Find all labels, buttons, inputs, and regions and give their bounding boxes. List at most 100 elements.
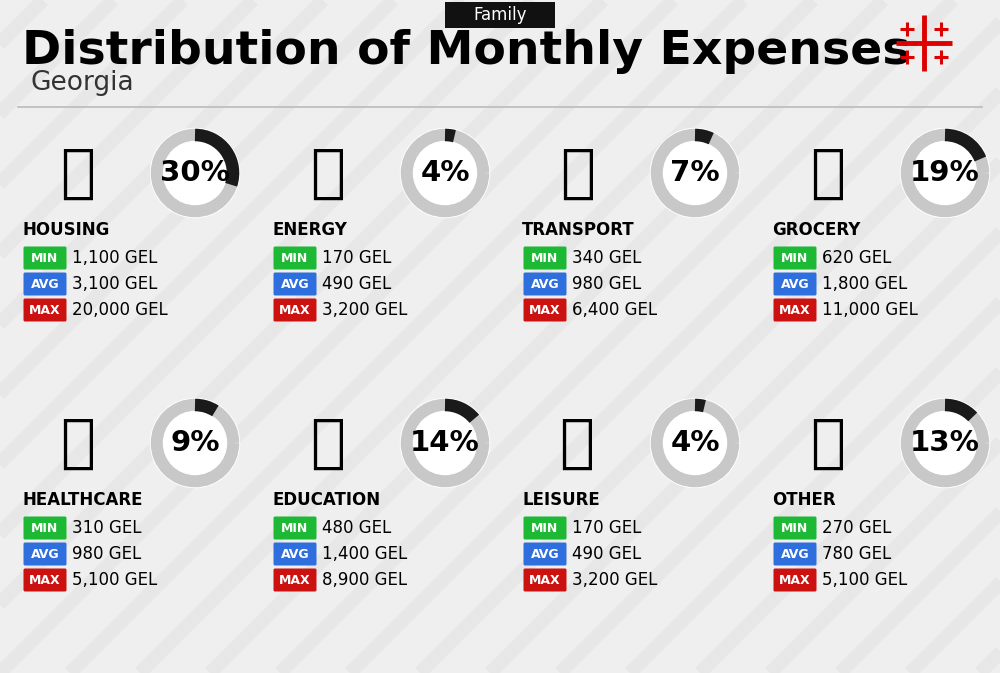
Circle shape <box>164 141 226 205</box>
Text: 980 GEL: 980 GEL <box>572 275 641 293</box>
Text: 19%: 19% <box>910 159 980 187</box>
Text: 170 GEL: 170 GEL <box>322 249 391 267</box>
FancyBboxPatch shape <box>274 542 316 565</box>
Text: 5,100 GEL: 5,100 GEL <box>72 571 157 589</box>
Text: AVG: AVG <box>531 548 559 561</box>
Circle shape <box>900 398 990 487</box>
Text: TRANSPORT: TRANSPORT <box>522 221 635 239</box>
Text: 5,100 GEL: 5,100 GEL <box>822 571 907 589</box>
Text: 270 GEL: 270 GEL <box>822 519 891 537</box>
Circle shape <box>400 129 490 217</box>
Circle shape <box>650 129 740 217</box>
Text: MIN: MIN <box>281 522 309 534</box>
Text: AVG: AVG <box>31 277 59 291</box>
Text: 🎓: 🎓 <box>310 415 346 472</box>
Text: 7%: 7% <box>670 159 720 187</box>
FancyBboxPatch shape <box>24 299 66 322</box>
FancyBboxPatch shape <box>274 569 316 592</box>
Text: 490 GEL: 490 GEL <box>322 275 391 293</box>
Text: 1,400 GEL: 1,400 GEL <box>322 545 407 563</box>
FancyBboxPatch shape <box>524 516 566 540</box>
Circle shape <box>664 141 726 205</box>
Text: GROCERY: GROCERY <box>772 221 860 239</box>
FancyBboxPatch shape <box>524 273 566 295</box>
FancyBboxPatch shape <box>24 246 66 269</box>
Circle shape <box>650 398 740 487</box>
Text: MIN: MIN <box>781 252 809 264</box>
Text: 490 GEL: 490 GEL <box>572 545 641 563</box>
Circle shape <box>914 141 976 205</box>
Text: 1,100 GEL: 1,100 GEL <box>72 249 157 267</box>
FancyBboxPatch shape <box>774 273 816 295</box>
Text: 🛍️: 🛍️ <box>560 415 596 472</box>
Text: 8,900 GEL: 8,900 GEL <box>322 571 407 589</box>
Text: MAX: MAX <box>29 573 61 586</box>
Text: MAX: MAX <box>779 573 811 586</box>
Text: Family: Family <box>473 6 527 24</box>
Text: 🛒: 🛒 <box>810 145 846 201</box>
FancyBboxPatch shape <box>24 542 66 565</box>
Text: AVG: AVG <box>531 277 559 291</box>
Text: MAX: MAX <box>529 573 561 586</box>
FancyBboxPatch shape <box>774 299 816 322</box>
Text: AVG: AVG <box>781 277 809 291</box>
FancyBboxPatch shape <box>524 299 566 322</box>
Text: 4%: 4% <box>420 159 470 187</box>
Text: MIN: MIN <box>781 522 809 534</box>
FancyBboxPatch shape <box>774 542 816 565</box>
Circle shape <box>900 129 990 217</box>
Text: 💰: 💰 <box>810 415 846 472</box>
Text: MIN: MIN <box>281 252 309 264</box>
Text: ENERGY: ENERGY <box>272 221 347 239</box>
Text: 4%: 4% <box>670 429 720 457</box>
Text: 11,000 GEL: 11,000 GEL <box>822 301 918 319</box>
FancyBboxPatch shape <box>274 273 316 295</box>
Circle shape <box>914 411 976 474</box>
Text: LEISURE: LEISURE <box>522 491 600 509</box>
Circle shape <box>414 411 477 474</box>
Text: Georgia: Georgia <box>30 70 134 96</box>
Text: Distribution of Monthly Expenses: Distribution of Monthly Expenses <box>22 28 910 73</box>
FancyBboxPatch shape <box>774 569 816 592</box>
Circle shape <box>664 411 726 474</box>
Text: MIN: MIN <box>31 522 59 534</box>
Circle shape <box>150 398 240 487</box>
Circle shape <box>150 129 240 217</box>
Text: MAX: MAX <box>29 304 61 316</box>
Text: 780 GEL: 780 GEL <box>822 545 891 563</box>
Text: 3,100 GEL: 3,100 GEL <box>72 275 157 293</box>
FancyBboxPatch shape <box>274 246 316 269</box>
Text: 🚌: 🚌 <box>560 145 596 201</box>
Text: HEALTHCARE: HEALTHCARE <box>22 491 143 509</box>
Text: 30%: 30% <box>160 159 230 187</box>
Text: EDUCATION: EDUCATION <box>272 491 380 509</box>
Text: 340 GEL: 340 GEL <box>572 249 641 267</box>
Text: AVG: AVG <box>281 548 309 561</box>
Text: HOUSING: HOUSING <box>22 221 109 239</box>
Text: MAX: MAX <box>279 304 311 316</box>
Text: 6,400 GEL: 6,400 GEL <box>572 301 657 319</box>
Circle shape <box>164 411 226 474</box>
Text: 620 GEL: 620 GEL <box>822 249 891 267</box>
FancyBboxPatch shape <box>274 516 316 540</box>
Text: MAX: MAX <box>529 304 561 316</box>
Text: MIN: MIN <box>531 252 559 264</box>
Text: 🔌: 🔌 <box>310 145 346 201</box>
FancyBboxPatch shape <box>524 569 566 592</box>
FancyBboxPatch shape <box>524 542 566 565</box>
Text: 3,200 GEL: 3,200 GEL <box>572 571 657 589</box>
FancyBboxPatch shape <box>24 516 66 540</box>
Text: 13%: 13% <box>910 429 980 457</box>
Text: 980 GEL: 980 GEL <box>72 545 141 563</box>
Text: AVG: AVG <box>781 548 809 561</box>
Text: 3,200 GEL: 3,200 GEL <box>322 301 407 319</box>
Text: 480 GEL: 480 GEL <box>322 519 391 537</box>
FancyBboxPatch shape <box>445 2 555 28</box>
Text: MIN: MIN <box>531 522 559 534</box>
FancyBboxPatch shape <box>774 246 816 269</box>
Text: MAX: MAX <box>279 573 311 586</box>
FancyBboxPatch shape <box>274 299 316 322</box>
Circle shape <box>400 398 490 487</box>
Text: 20,000 GEL: 20,000 GEL <box>72 301 168 319</box>
FancyBboxPatch shape <box>774 516 816 540</box>
